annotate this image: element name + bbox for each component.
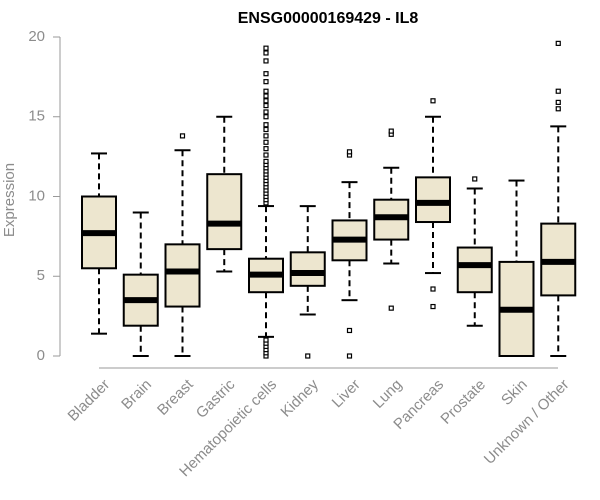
x-tick-label-0: Bladder — [65, 376, 114, 425]
outlier-4-21 — [263, 146, 269, 152]
y-tick-label-1: 5 — [37, 267, 45, 284]
outlier-4-30 — [263, 93, 269, 99]
outlier-4-5 — [263, 337, 269, 343]
y-tick-label-3: 15 — [28, 108, 45, 125]
chart-title: ENSG00000169429 - IL8 — [238, 10, 419, 27]
box-group-9 — [456, 176, 493, 327]
outlier-4-36 — [263, 45, 269, 51]
x-tick-label-6: Liver — [329, 376, 364, 411]
box-2 — [164, 243, 201, 308]
outlier-11-1 — [555, 99, 561, 105]
y-tick-label-4: 20 — [28, 28, 45, 45]
outlier-4-32 — [263, 79, 269, 85]
y-tick-group-2: 10 — [28, 187, 60, 204]
x-tick-label-1: Brain — [118, 376, 155, 413]
y-tick-group-0: 0 — [37, 347, 60, 364]
box-5 — [289, 251, 326, 287]
box-group-1 — [122, 211, 159, 357]
outlier-4-26 — [263, 114, 269, 120]
outlier-8-1 — [430, 286, 436, 292]
box-group-8 — [415, 98, 451, 310]
x-tick-label-10: Skin — [498, 376, 531, 409]
outlier-4-24 — [263, 126, 269, 133]
outlier-8-0 — [430, 303, 436, 310]
outlier-2-0 — [179, 133, 186, 139]
box-8 — [415, 176, 451, 224]
outlier-7-2 — [388, 128, 394, 134]
box-group-2 — [164, 133, 201, 357]
x-tick-label-5: Kidney — [277, 376, 322, 421]
y-tick-group-3: 15 — [28, 108, 60, 125]
outlier-4-31 — [263, 88, 269, 94]
plot-area — [81, 40, 577, 359]
outlier-4-35 — [263, 50, 269, 56]
x-tick-label-7: Lung — [370, 376, 406, 412]
outlier-4-28 — [263, 102, 269, 109]
box-group-0 — [81, 152, 117, 335]
outlier-4-27 — [263, 109, 269, 115]
box-9 — [456, 246, 493, 294]
outlier-6-3 — [346, 149, 353, 155]
outlier-4-20 — [263, 152, 269, 158]
outlier-8-2 — [430, 98, 436, 104]
box-group-10 — [498, 179, 535, 357]
box-group-3 — [206, 115, 243, 273]
outlier-11-2 — [555, 88, 561, 94]
x-tick-label-2: Breast — [154, 376, 197, 419]
box-group-11 — [540, 40, 577, 357]
outlier-4-34 — [263, 58, 269, 64]
y-axis: 0 5 10 15 20 — [28, 28, 61, 364]
outlier-4-33 — [263, 71, 269, 77]
outlier-11-3 — [555, 40, 561, 46]
box-group-6 — [331, 149, 368, 359]
outlier-4-29 — [263, 98, 269, 104]
outlier-4-23 — [263, 133, 269, 139]
x-tick-label-9: Prostate — [437, 376, 489, 428]
outlier-9-0 — [472, 176, 478, 182]
outlier-4-25 — [263, 122, 269, 128]
y-tick-label-2: 10 — [28, 187, 45, 204]
y-tick-label-0: 0 — [37, 347, 45, 364]
box-group-5 — [289, 205, 326, 359]
box-group-7 — [373, 128, 410, 311]
box-3 — [206, 173, 243, 251]
y-tick-group-4: 20 — [28, 28, 60, 45]
outlier-6-1 — [346, 327, 353, 334]
outlier-11-0 — [555, 106, 561, 112]
y-axis-label: Expression — [1, 163, 18, 237]
box-group-4 — [248, 45, 284, 359]
outlier-4-19 — [263, 158, 269, 165]
outlier-6-0 — [346, 353, 353, 359]
outlier-4-22 — [263, 139, 269, 145]
y-tick-group-1: 5 — [37, 267, 60, 284]
outlier-5-0 — [305, 353, 311, 359]
outlier-7-0 — [388, 305, 394, 311]
